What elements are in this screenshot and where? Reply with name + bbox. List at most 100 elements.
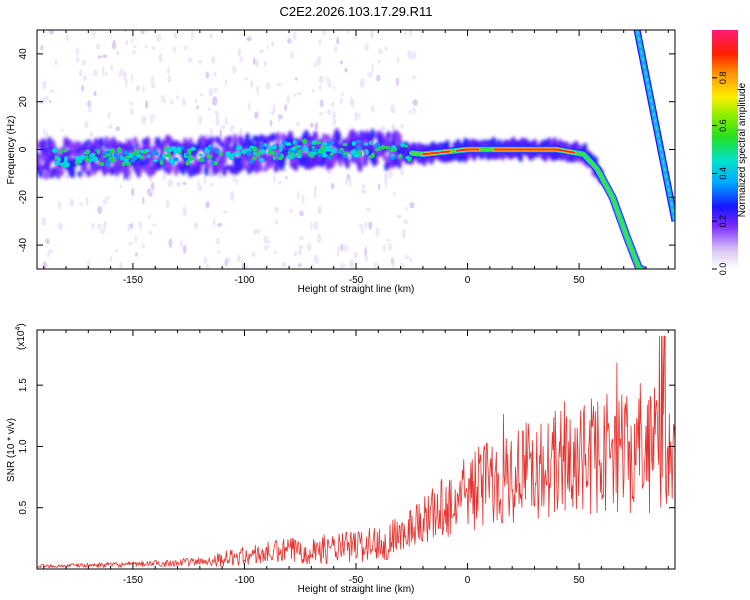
ridge-green	[410, 147, 644, 269]
spectrogram-core-blob	[63, 155, 69, 162]
spectrogram-noise-blob	[412, 99, 418, 107]
spectrogram-noise-blob	[87, 100, 92, 108]
spectrogram-core-blob	[79, 154, 86, 160]
spectrogram-noise-blob	[298, 245, 304, 250]
spectrogram-noise-blob	[353, 251, 358, 259]
spectrogram-noise-blob	[297, 249, 302, 256]
spectrogram-core-blob	[291, 146, 296, 151]
spectrogram-noise-blob	[269, 119, 273, 127]
spectrogram-core-blob	[235, 145, 241, 151]
spectrogram-noise-blob	[349, 177, 352, 188]
spectrogram-noise-blob	[138, 221, 143, 230]
spectrogram-core-blob	[96, 149, 101, 155]
spectrogram-noise-blob	[93, 69, 98, 77]
spectrogram-core-blob	[210, 160, 216, 166]
spectrogram-noise-blob	[310, 122, 314, 128]
spectrogram-noise-blob	[368, 221, 373, 230]
spectrogram-noise-blob	[239, 55, 244, 63]
spectrogram-core-blob	[130, 157, 136, 163]
spectrogram-noise-blob	[330, 101, 335, 108]
spectrogram-noise-blob	[102, 198, 108, 205]
snr-scale-close: )	[16, 323, 27, 326]
spectrogram-y-axis-label: Frequency (Hz)	[6, 116, 17, 185]
svg-text:(x104): (x104)	[15, 323, 27, 350]
spectrogram-noise-blob	[313, 191, 317, 199]
spectrogram-noise-blob	[127, 223, 131, 232]
spectrogram-noise-blob	[208, 33, 213, 39]
spectrogram-noise-blob	[367, 71, 373, 78]
spectrogram-noise-blob	[263, 60, 267, 67]
spectrogram-noise-blob	[317, 205, 322, 215]
spectrogram-noise-blob	[252, 57, 256, 66]
spectrogram-band-blob	[321, 133, 327, 140]
spectrogram-core-blob	[374, 147, 380, 152]
spectrogram-noise-blob	[84, 121, 89, 129]
spectrogram-noise-blob	[213, 71, 217, 77]
spectrogram-noise-blob	[319, 99, 324, 108]
spectrogram-noise-blob	[83, 172, 87, 178]
spectrogram-core-blob	[132, 151, 139, 156]
spectrogram-noise-blob	[401, 228, 406, 239]
spectrogram-noise-blob	[176, 181, 182, 188]
spectrogram-noise-blob	[193, 221, 199, 230]
spectrogram-core-blob	[146, 154, 151, 159]
x-tick-label: 50	[574, 575, 586, 586]
spectrogram-noise-blob	[373, 261, 378, 268]
spectrogram-band-blob	[43, 170, 49, 180]
spectrogram-noise-blob	[158, 53, 163, 63]
spectrogram-noise-blob	[167, 66, 171, 75]
spectrogram-noise-blob	[377, 59, 381, 64]
spectrogram-noise-blob	[273, 250, 278, 254]
spectrogram-noise-blob	[194, 98, 198, 104]
spectrogram-core-blob	[336, 149, 343, 154]
ridge-cyan	[409, 146, 645, 269]
spectrogram-noise-blob	[278, 180, 282, 185]
spectrogram-noise-blob	[103, 221, 107, 230]
spectrogram-noise-blob	[95, 43, 101, 51]
spectrogram-noise-blob	[318, 75, 324, 84]
spectrogram-noise-blob	[306, 242, 312, 252]
spectrogram-noise-blob	[393, 191, 396, 197]
spectrogram-noise-blob	[296, 190, 300, 200]
spectrogram-core-blob	[310, 151, 316, 156]
spectrogram-noise-blob	[40, 44, 44, 51]
spectrogram-noise-blob	[208, 87, 214, 97]
spectrogram-noise-blob	[395, 77, 399, 87]
spectrogram-noise-blob	[41, 80, 47, 90]
spectrogram-band-blob	[221, 155, 227, 165]
spectrogram-noise-blob	[215, 237, 221, 246]
spectrogram-noise-blob	[119, 262, 123, 269]
spectrogram-core-blob	[301, 138, 308, 144]
colorbar-tick-label: 0.2	[718, 215, 728, 228]
spectrogram-noise-blob	[181, 97, 187, 106]
spectrogram-band-blob	[47, 154, 52, 166]
spectrogram-noise-blob	[278, 114, 283, 120]
spectrogram-noise-blob	[87, 108, 92, 113]
spectrogram-core-blob	[351, 141, 357, 146]
spectrogram-noise-blob	[293, 93, 297, 98]
snr-frame	[36, 329, 676, 570]
spectrogram-core-blob	[272, 155, 277, 161]
spectrogram-core-blob	[59, 162, 65, 166]
spectrogram-core-blob	[225, 150, 232, 157]
spectrogram-noise-blob	[168, 238, 173, 248]
spectrogram-band-blob	[216, 137, 222, 146]
spectrogram-core-blob	[198, 153, 203, 157]
spectrogram-noise-blob	[45, 131, 49, 137]
spectrogram-band-blob	[370, 128, 375, 141]
spectrogram-noise-blob	[49, 89, 55, 93]
spectrogram-noise-blob	[256, 84, 259, 95]
spectrogram-band-blob	[345, 158, 350, 169]
spectrogram-noise-blob	[313, 254, 320, 265]
spectrogram-core-blob	[380, 144, 386, 150]
spectrogram-noise-blob	[99, 228, 106, 234]
spectrogram-noise-blob	[384, 178, 388, 188]
colorbar-label: Normalized spectral amplitude	[737, 82, 748, 217]
spectrogram-core-blob	[263, 143, 268, 147]
snr-panel: -150 -100 -50 0 50 0.5 1.0 1.5 Height of straig…	[6, 323, 676, 595]
spectrogram-core-blob	[199, 157, 204, 162]
spectrogram-noise-blob	[281, 261, 287, 268]
spectrogram-core-blob	[51, 149, 58, 154]
spectrogram-core-blob	[368, 140, 373, 145]
spectrogram-noise-blob	[203, 256, 208, 264]
